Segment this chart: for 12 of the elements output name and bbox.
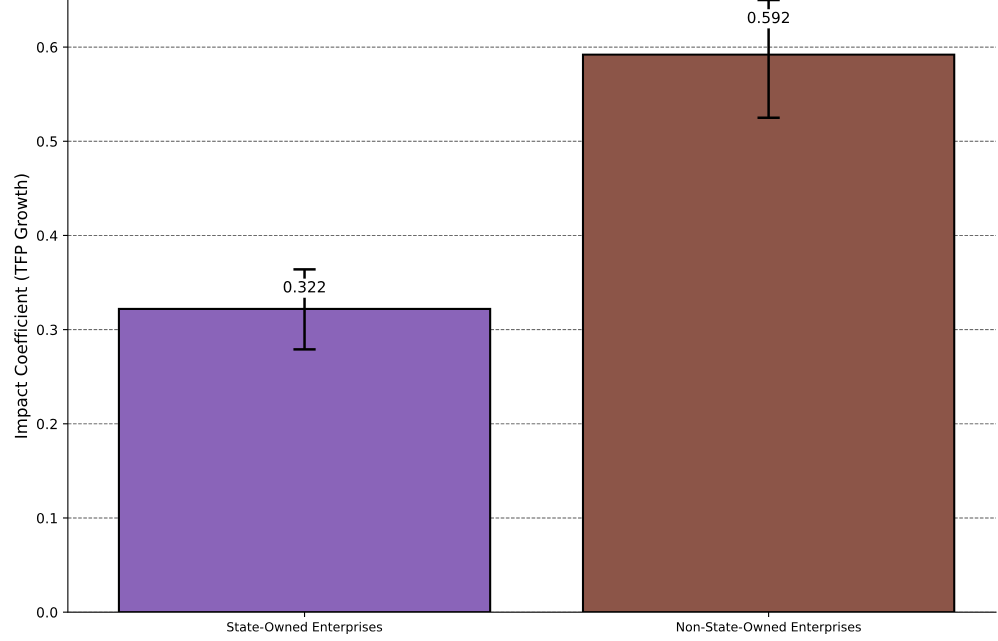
y-axis-title: Impact Coefficient (TFP Growth) <box>14 174 30 438</box>
y-tick-label: 0.2 <box>36 418 57 430</box>
x-tick-label: State-Owned Enterprises <box>227 622 382 634</box>
y-tick-label: 0.3 <box>36 324 58 336</box>
y-tick-label: 0.0 <box>36 607 58 618</box>
x-tick-label: Non-State-Owned Enterprises <box>676 622 861 634</box>
y-tick-label: 0.6 <box>36 42 58 53</box>
y-tick-label: 0.4 <box>36 230 58 241</box>
y-tick-label: 0.1 <box>36 512 57 524</box>
y-tick-label: 0.5 <box>36 136 57 147</box>
data-label: 0.322 <box>284 281 325 293</box>
data-label: 0.592 <box>748 12 789 24</box>
